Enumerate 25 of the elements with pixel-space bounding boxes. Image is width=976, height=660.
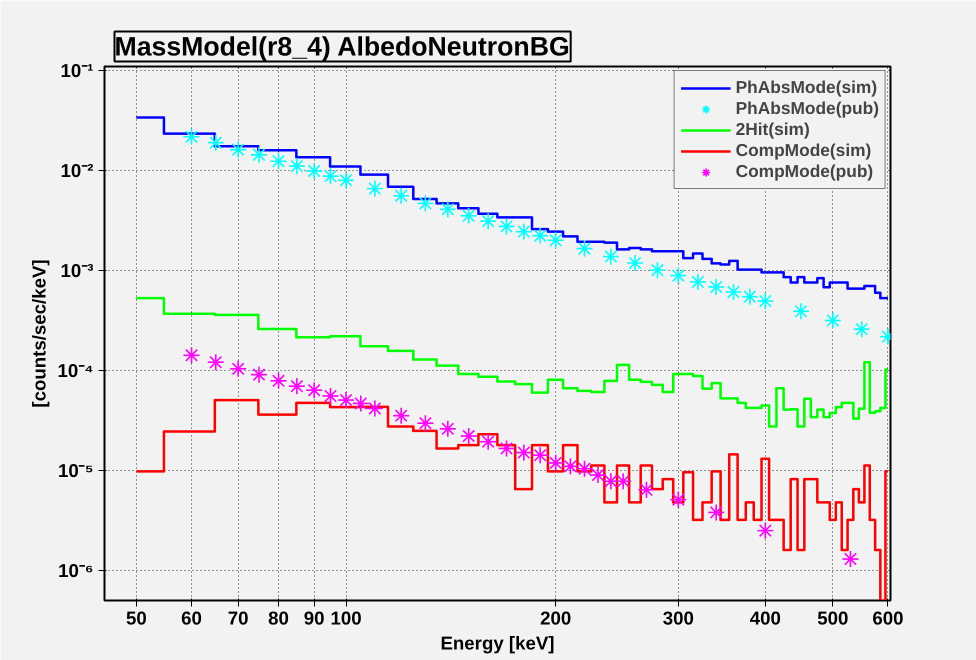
legend-label: PhAbsMode(pub) [736, 98, 879, 119]
y-tick-label: 10⁻⁴ [58, 360, 94, 381]
legend-label: PhAbsMode(sim) [736, 77, 878, 98]
y-tick-label: 10⁻⁵ [58, 460, 94, 481]
x-tick-label: 400 [750, 608, 781, 628]
x-tick-label: 70 [228, 608, 249, 628]
y-tick-label: 10⁻³ [60, 260, 94, 282]
y-tick-label: 10⁻² [60, 160, 94, 182]
legend-label: 2Hit(sim) [736, 119, 810, 140]
x-tick-label: 300 [662, 608, 694, 628]
x-tick-label: 100 [330, 608, 362, 628]
x-tick-label: 500 [817, 608, 848, 628]
y-tick-label: 10⁻⁶ [58, 560, 94, 581]
x-tick-label: 90 [304, 608, 325, 628]
x-tick-label: 60 [181, 608, 202, 628]
x-tick-label: 80 [268, 608, 289, 628]
x-tick-label: 200 [540, 608, 572, 628]
y-tick-label: 10⁻¹ [60, 60, 94, 82]
y-axis-title: [counts/sec/keV] [28, 259, 50, 408]
legend-label: CompMode(pub) [736, 161, 874, 182]
x-tick-label: 600 [872, 608, 904, 628]
x-axis-title: Energy [keV] [440, 632, 555, 654]
legend-label: CompMode(sim) [736, 140, 872, 161]
x-tick-label: 50 [126, 608, 147, 628]
chart-title: MassModel(r8_4) AlbedoNeutronBG [114, 32, 570, 62]
